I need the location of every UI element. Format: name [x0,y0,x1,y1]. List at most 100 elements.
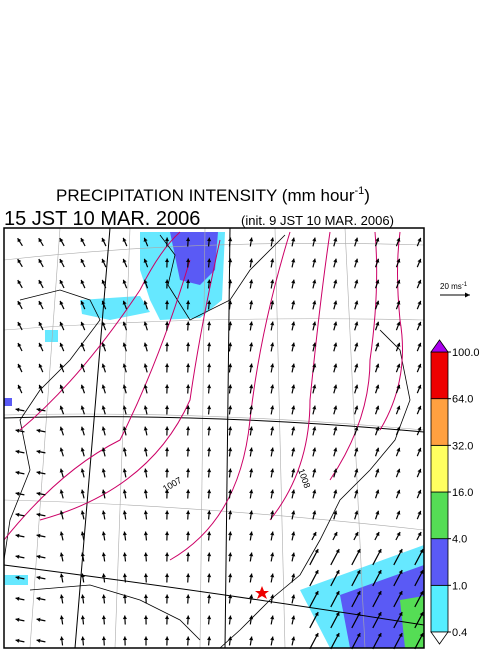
wind-vector-head [335,549,340,554]
wind-vector-head [143,510,148,515]
wind-vector-head [122,510,127,515]
wind-vector-head [398,570,403,575]
wind-vector-head [312,300,317,305]
colorbar-box [430,491,449,540]
wind-vector-head [354,532,359,537]
wind-vector-head [419,612,424,617]
wind-vector-head [228,447,233,452]
wind-vector-head [164,552,170,557]
wind-vector-head [143,237,148,242]
wind-vector-head [249,468,254,473]
wind-vector-head [80,279,85,284]
wind-vector-head [375,300,380,305]
wind-vector-head [143,363,148,368]
wind-vector-head [228,468,233,473]
wind-vector-head [354,342,359,347]
wind-vector-head [143,342,148,347]
colorbar-tick-label: 1.0 [452,580,467,592]
wind-vector-head [101,405,106,410]
colorbar-tick-label: 16.0 [452,487,473,499]
wind-vector-head [122,237,127,242]
wind-vector-head [354,258,359,263]
wind-vector-head [375,321,380,326]
wind-vector-head [291,468,296,473]
wind-vector-head [270,552,275,557]
wind-vector-head [207,237,212,242]
map-frame [3,227,425,649]
colorbar: 0.4 1.0 4.0 16.0 32.0 64.0 100.0 [430,339,480,645]
wind-vector-head [291,300,296,305]
wind-vector-head [396,489,401,494]
wind-vector-head [249,321,254,326]
wind-vector-head [59,531,64,536]
wind-vector-head [143,489,148,494]
wind-vector-head [312,363,317,368]
colorbar-box [430,444,449,493]
wind-vector-head [164,573,170,578]
precipitation-heavy [400,596,424,648]
wind-vector-head [122,552,127,557]
wind-vector-head [249,342,254,347]
wind-vector-head [228,405,233,410]
wind-vector-head [249,279,254,284]
wind-vector-head [164,489,170,494]
colorbar-over [430,339,449,353]
wind-vector-head [417,342,422,347]
wind-vector-head [164,258,170,263]
wind-vector-head [122,384,127,389]
wind-vector-head [185,573,191,578]
wind-vector-head [185,384,191,389]
wind-vector-head [143,573,149,578]
wind-vector-head [59,279,64,285]
colorbar-tick-label: 32.0 [452,440,473,452]
wind-vector-head [228,279,233,284]
wind-vector-head [164,363,170,368]
wind-vector-head [249,384,254,389]
wind-vector-head [249,489,254,494]
wind-vector-head [38,280,43,285]
wind-vector-head [185,636,191,641]
wind-vector-head [417,405,422,410]
wind-vector-head [15,638,20,643]
wind-vector-head [143,279,148,284]
wind-vector-head [312,258,317,263]
wind-vector-head [101,573,106,578]
wind-vector-head [185,489,191,494]
wind-vector-head [185,342,191,347]
wind-vector-head [396,532,401,537]
wind-vector-head [185,258,191,263]
wind-vector-head [207,279,212,284]
wind-vector-head [396,342,401,347]
wind-vector-head [291,279,296,284]
wind-vector-head [185,426,191,431]
wind-vector-head [333,321,338,326]
wind-vector-head [15,512,20,517]
wind-vector-head [291,342,296,347]
wind-vector-head [228,321,233,326]
wind-vector-head [17,363,22,368]
wind-vector-head [228,573,233,578]
wind-vector-head [270,468,275,473]
wind-vector-head [312,237,317,242]
wind-vector-head [17,259,22,264]
wind-vector-head [80,531,85,536]
wind-vector-head [398,549,403,554]
wind-vector-head [335,591,340,596]
wind-vector-head [375,510,380,515]
wind-vector-head [354,363,359,368]
wind-vector-head [36,533,41,538]
wind-vector-head [143,552,149,557]
wind-vector-head [143,531,148,536]
wind-vector-head [36,575,41,580]
wind-vector-head [143,426,148,431]
wind-vector-head [291,552,296,557]
wind-vector-head [59,342,64,347]
wind-vector-head [249,636,254,641]
wind-vector-head [270,510,275,515]
wind-vector-head [417,300,422,305]
wind-vector-head [228,594,233,599]
wind-vector-head [101,531,106,536]
wind-vector-head [291,426,296,431]
wind-vector-head [101,636,107,641]
